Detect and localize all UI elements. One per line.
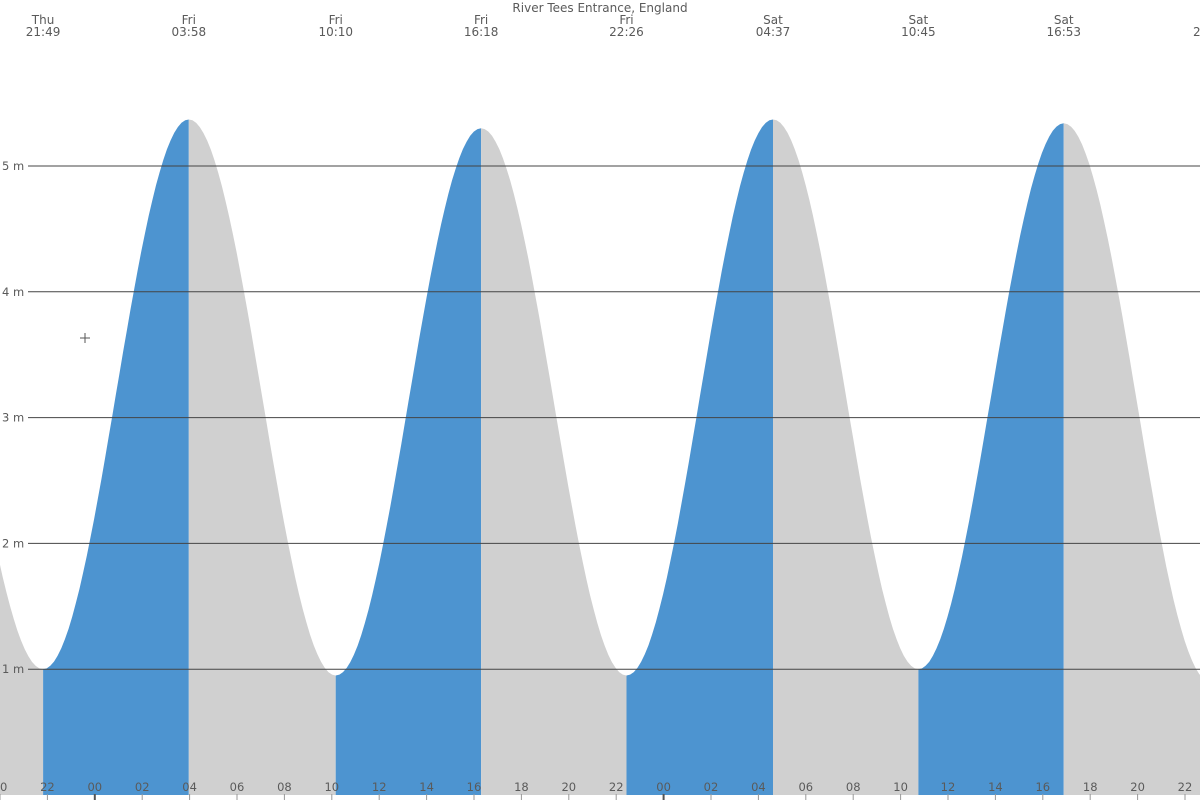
hour-tick-label: 00 <box>87 780 102 794</box>
extreme-time: 03:58 <box>172 25 207 39</box>
extreme-day: Sat <box>909 13 929 27</box>
extreme-day: Sat <box>763 13 783 27</box>
extreme-time: 23:04 <box>1193 25 1200 39</box>
extreme-day: Fri <box>182 13 196 27</box>
hour-tick-label: 22 <box>1178 780 1193 794</box>
rising-tide-area <box>626 119 773 795</box>
hour-tick-label: 12 <box>941 780 956 794</box>
extreme-day: Thu <box>31 13 55 27</box>
rising-tide-area <box>43 119 189 795</box>
extreme-day: Sat <box>1054 13 1074 27</box>
hour-tick-label: 20 <box>561 780 576 794</box>
hour-tick-label: 18 <box>514 780 529 794</box>
hour-tick-label: 02 <box>135 780 150 794</box>
hour-tick-label: 16 <box>1035 780 1050 794</box>
extreme-time: 10:10 <box>318 25 353 39</box>
hour-tick-label: 18 <box>1083 780 1098 794</box>
hour-tick-label: 08 <box>277 780 292 794</box>
y-tick-label: 5 m <box>2 159 24 173</box>
extreme-time: 21:49 <box>26 25 61 39</box>
extreme-day: Fri <box>474 13 488 27</box>
extreme-time: 10:45 <box>901 25 936 39</box>
y-tick-label: 2 m <box>2 536 24 550</box>
extreme-day: Fri <box>619 13 633 27</box>
extreme-time: 04:37 <box>756 25 791 39</box>
y-axis-labels: 1 m 2 m 3 m 4 m 5 m <box>2 159 24 676</box>
tide-areas <box>0 119 1200 796</box>
extreme-time: 16:18 <box>464 25 499 39</box>
falling-tide-area <box>481 128 627 796</box>
hour-tick-label: 04 <box>182 780 197 794</box>
falling-tide-area <box>773 119 919 795</box>
extreme-label: Sat23:04 <box>1193 25 1200 39</box>
hour-tick-label: 06 <box>230 780 245 794</box>
hour-tick-label: 14 <box>988 780 1003 794</box>
hour-tick-label: 22 <box>40 780 55 794</box>
grid-lines <box>28 165 1200 670</box>
hour-tick-label: 12 <box>372 780 387 794</box>
falling-tide-area <box>188 119 336 795</box>
hour-tick-labels: 20 22 00 02 04 06 08 10 12 14 16 18 20 22 00 02 04 06 08 10… <box>0 780 1193 800</box>
hour-tick-label: 10 <box>893 780 908 794</box>
hour-tick-label: 08 <box>846 780 861 794</box>
extreme-time: 22:26 <box>609 25 644 39</box>
hour-tick-label: 20 <box>0 780 7 794</box>
rising-tide-area <box>335 128 482 796</box>
hour-tick-label: 22 <box>609 780 624 794</box>
hour-tick-label: 04 <box>751 780 766 794</box>
y-tick-label: 3 m <box>2 411 24 425</box>
crosshair-cursor-icon <box>80 333 90 343</box>
falling-tide-area <box>0 564 44 795</box>
extreme-time-labels: Thu21:49Fri03:58Fri10:10Fri16:18Fri22:26… <box>26 13 1200 39</box>
chart-title: River Tees Entrance, England <box>512 1 687 15</box>
rising-tide-area <box>918 123 1064 795</box>
y-tick-label: 4 m <box>2 285 24 299</box>
hour-tick-label: 00 <box>656 780 671 794</box>
falling-tide-area <box>1063 123 1200 795</box>
hour-tick-label: 20 <box>1130 780 1145 794</box>
hour-tick-label: 14 <box>419 780 434 794</box>
hour-tick-label: 06 <box>798 780 813 794</box>
hour-tick-label: 16 <box>467 780 482 794</box>
extreme-day: Fri <box>329 13 343 27</box>
hour-tick-label: 10 <box>324 780 339 794</box>
y-tick-label: 1 m <box>2 662 24 676</box>
hour-tick-label: 02 <box>704 780 719 794</box>
extreme-time: 16:53 <box>1046 25 1081 39</box>
